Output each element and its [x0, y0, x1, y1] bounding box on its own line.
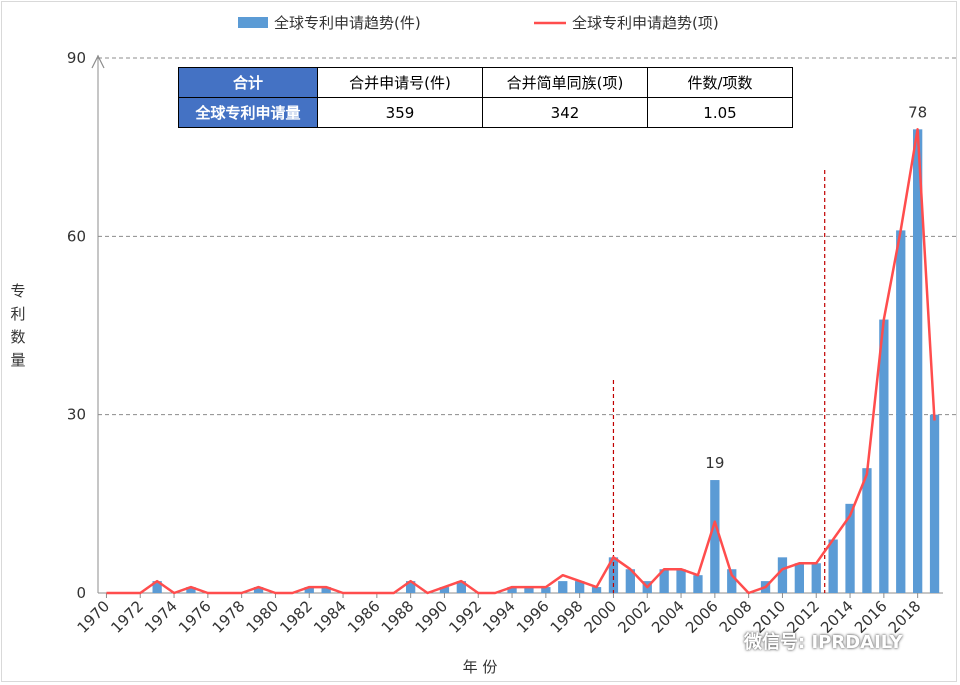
- watermark: 微信号: IPRDAILY: [712, 628, 902, 654]
- y-tick-label: 90: [67, 49, 86, 67]
- y-axis-arrow: [91, 54, 105, 69]
- wechat-icon: [712, 630, 738, 652]
- summary-header-row: 合计 合并申请号(件) 合并简单同族(项) 件数/项数: [178, 67, 793, 98]
- x-tick-label: 1978: [209, 597, 249, 637]
- line-series: [106, 128, 936, 595]
- bar: [406, 581, 416, 593]
- bar: [507, 587, 517, 593]
- x-tick-label: 1984: [310, 597, 350, 637]
- x-tick-label: 1972: [107, 597, 147, 637]
- x-tick-label: 1992: [445, 597, 485, 637]
- x-tick-label: 1990: [412, 597, 452, 637]
- summary-header-cell: 合并申请号(件): [317, 67, 483, 98]
- bar: [321, 587, 331, 593]
- data-label: 19: [705, 454, 724, 472]
- y-tick-label: 0: [76, 584, 86, 602]
- bar: [862, 468, 872, 593]
- bar: [811, 563, 821, 593]
- x-tick-label: 1976: [175, 597, 215, 637]
- bar: [710, 480, 720, 593]
- bar: [845, 503, 855, 593]
- bar: [456, 581, 466, 593]
- summary-value-row: 全球专利申请量 359 342 1.05: [178, 97, 793, 128]
- summary-value-cell: 342: [482, 97, 648, 128]
- gridlines: [98, 57, 958, 416]
- data-labels: 1978: [705, 103, 927, 472]
- y-axis-title: 专利数量: [10, 282, 26, 369]
- x-tick-label: 1974: [141, 597, 181, 637]
- bar: [186, 587, 196, 593]
- x-tick-label: 1996: [513, 597, 553, 637]
- x-tick-label: 1994: [479, 597, 519, 637]
- x-tick-label: 1986: [344, 597, 384, 637]
- bar-series: [152, 129, 940, 594]
- bar: [777, 557, 788, 593]
- bar: [913, 129, 923, 594]
- legend-line-label: 全球专利申请趋势(项): [572, 14, 719, 32]
- summary-header-cell: 合并简单同族(项): [482, 67, 648, 98]
- summary-value-cell: 1.05: [647, 97, 793, 128]
- bar: [439, 587, 450, 593]
- bar: [794, 563, 804, 593]
- bar: [929, 414, 940, 593]
- bar: [541, 587, 551, 593]
- bar: [879, 319, 889, 593]
- axes: 0306090197019721974197619781980198219841…: [67, 49, 943, 637]
- x-tick-label: 1980: [243, 597, 283, 637]
- bar: [253, 587, 264, 593]
- x-tick-label: 2002: [614, 597, 654, 637]
- x-axis-title: 年 份: [463, 658, 498, 676]
- legend-bar-swatch: [238, 17, 268, 28]
- summary-row-label: 全球专利申请量: [178, 97, 318, 128]
- bar: [558, 581, 568, 593]
- bar: [591, 587, 602, 593]
- summary-table: 合计 合并申请号(件) 合并简单同族(项) 件数/项数 全球专利申请量 359 …: [178, 67, 793, 128]
- y-tick-label: 60: [67, 227, 86, 245]
- x-tick-label: 2004: [648, 597, 688, 637]
- x-tick-label: 1982: [276, 597, 316, 637]
- bar: [828, 539, 838, 593]
- series-line: [106, 128, 936, 595]
- summary-header-cell: 合计: [178, 67, 318, 98]
- bar: [693, 575, 703, 593]
- x-tick-label: 2000: [581, 597, 621, 637]
- summary-value-cell: 359: [317, 97, 483, 128]
- x-tick-label: 1988: [378, 597, 418, 637]
- y-tick-label: 30: [67, 406, 86, 424]
- summary-header-cell: 件数/项数: [647, 67, 793, 98]
- bar: [625, 569, 635, 593]
- x-tick-label: 1998: [547, 597, 587, 637]
- x-tick-label: 1970: [74, 597, 114, 637]
- bar: [152, 581, 162, 593]
- legend: 全球专利申请趋势(件) 全球专利申请趋势(项): [238, 14, 719, 32]
- bar: [727, 569, 737, 593]
- bar: [659, 569, 669, 593]
- legend-bar-label: 全球专利申请趋势(件): [274, 14, 421, 32]
- bar: [896, 230, 906, 593]
- bar: [304, 587, 314, 593]
- bar: [676, 569, 686, 593]
- bar: [575, 581, 585, 593]
- bar: [524, 587, 534, 593]
- bar: [608, 557, 619, 593]
- data-label: 78: [908, 103, 927, 121]
- watermark-text: 微信号: IPRDAILY: [744, 632, 903, 653]
